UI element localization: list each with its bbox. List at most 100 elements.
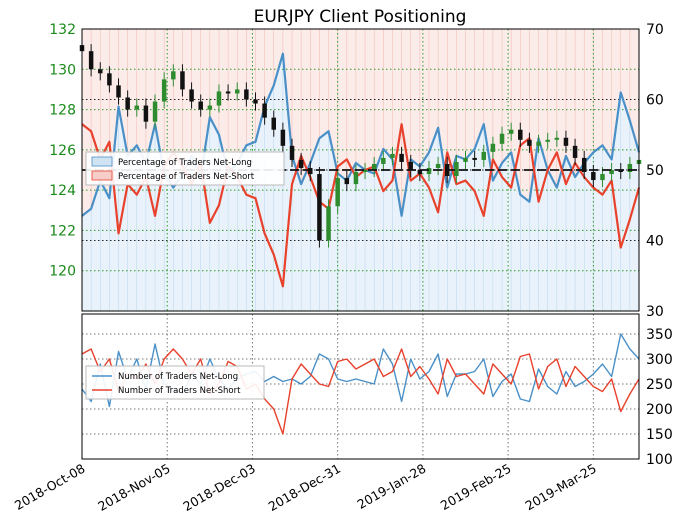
bottom-panel-frame bbox=[81, 313, 640, 460]
price-candle-body bbox=[390, 153, 395, 158]
date-tick-label: 2018-Nov-05 bbox=[95, 461, 172, 514]
price-candle-body bbox=[125, 97, 130, 110]
price-candle-body bbox=[88, 51, 94, 70]
price-candle-body bbox=[499, 133, 505, 144]
price-candle-body bbox=[527, 139, 532, 146]
date-tick-label: 2019-Mar-25 bbox=[522, 461, 598, 514]
price-candle-body bbox=[98, 69, 103, 74]
top-panel: 132 130 128 126 124 122 120 70 60 50 40 30 Percent… bbox=[49, 22, 664, 320]
price-candle-body bbox=[180, 71, 185, 90]
net-long-area bbox=[82, 53, 639, 312]
price-candle-body bbox=[362, 170, 368, 173]
top-legend: Percentage of Traders Net-Long Percentag… bbox=[85, 151, 285, 186]
price-candle-body bbox=[463, 157, 468, 162]
net-short-count-line bbox=[81, 348, 640, 435]
top-legend-net-long-label: Percentage of Traders Net-Long bbox=[118, 158, 252, 168]
price-candle-body bbox=[280, 129, 286, 146]
count-axis: 350 300 250 200 150 100 bbox=[646, 327, 673, 468]
bottom-legend-net-long-label: Number of Traders Net-Long bbox=[118, 372, 238, 382]
price-tick-label: 124 bbox=[49, 183, 76, 199]
price-candle-body bbox=[326, 206, 331, 241]
price-candle-body bbox=[563, 137, 569, 146]
price-candle-body bbox=[399, 153, 404, 162]
price-candle-body bbox=[152, 101, 158, 122]
price-candle-body bbox=[244, 89, 249, 100]
price-tick-label: 122 bbox=[49, 223, 76, 239]
bottom-legend: Number of Traders Net-Long Number of Tra… bbox=[85, 365, 265, 400]
price-candle-body bbox=[609, 170, 614, 175]
price-candle-body bbox=[253, 99, 258, 104]
price-candle-body bbox=[262, 103, 267, 118]
percentage-tick-label: 50 bbox=[646, 163, 664, 179]
price-candle-body bbox=[289, 145, 295, 160]
percentage-tick-label: 70 bbox=[646, 22, 664, 38]
price-candle-body bbox=[472, 157, 477, 160]
price-candle-body bbox=[536, 141, 541, 146]
bottom-panel: 350 300 250 200 150 100 Number of Traders Net… bbox=[81, 313, 673, 468]
count-tick-label: 250 bbox=[646, 377, 673, 393]
price-candle-body bbox=[308, 167, 313, 175]
price-candle-body bbox=[417, 170, 423, 175]
price-candle-body bbox=[344, 178, 350, 185]
price-candles bbox=[79, 38, 642, 248]
price-candle-body bbox=[107, 73, 112, 86]
price-candle-body bbox=[408, 161, 413, 170]
count-tick-label: 300 bbox=[646, 352, 673, 368]
date-tick-label: 2018-Dec-31 bbox=[266, 461, 344, 514]
top-panel-frame bbox=[81, 28, 640, 312]
price-candle-body bbox=[508, 129, 514, 134]
price-candle-body bbox=[600, 174, 605, 181]
count-tick-label: 350 bbox=[646, 327, 673, 343]
count-tick-label: 200 bbox=[646, 402, 673, 418]
price-candle-body bbox=[435, 163, 441, 168]
date-tick-label: 2018-Dec-03 bbox=[180, 461, 258, 514]
price-candle-body bbox=[216, 91, 222, 106]
price-candle-body bbox=[116, 85, 121, 98]
net-short-area bbox=[82, 29, 639, 216]
price-candle-body bbox=[161, 79, 167, 102]
price-candle-body bbox=[426, 167, 432, 175]
price-candle-body bbox=[454, 161, 459, 177]
price-tick-label: 128 bbox=[49, 103, 76, 119]
price-candle-body bbox=[627, 163, 633, 173]
price-candle-body bbox=[225, 91, 231, 94]
bottom-legend-box bbox=[85, 365, 265, 400]
price-candle-body bbox=[591, 172, 596, 181]
net-short-swatch bbox=[91, 170, 113, 181]
price-candle-body bbox=[171, 71, 176, 80]
price-candle-body bbox=[618, 170, 623, 173]
price-candle-body bbox=[481, 151, 487, 160]
percentage-fill-area bbox=[81, 29, 640, 312]
date-tick-label: 2019-Feb-25 bbox=[438, 461, 514, 513]
price-candle-body bbox=[490, 143, 496, 152]
price-tick-label: 126 bbox=[49, 143, 76, 159]
top-legend-box bbox=[85, 151, 285, 186]
price-candle-body bbox=[371, 163, 377, 170]
price-candle-body bbox=[198, 101, 203, 110]
top-legend-net-short-label: Percentage of Traders Net-Short bbox=[118, 172, 255, 182]
date-axis: 2018-Oct-08 2018-Nov-05 2018-Dec-03 2018-De… bbox=[12, 461, 599, 514]
percentage-axis: 70 60 50 40 30 bbox=[646, 22, 664, 320]
price-candle-body bbox=[581, 157, 587, 173]
date-tick-label: 2018-Oct-08 bbox=[12, 461, 88, 513]
price-candle-body bbox=[335, 178, 340, 207]
percentage-tick-label: 60 bbox=[646, 93, 664, 109]
price-tick-label: 130 bbox=[49, 62, 76, 78]
price-tick-label: 120 bbox=[49, 264, 76, 280]
bottom-legend-net-short-label: Number of Traders Net-Short bbox=[118, 386, 241, 396]
price-candle-body bbox=[572, 145, 578, 158]
net-long-swatch bbox=[91, 156, 113, 167]
date-tick-label: 2019-Jan-28 bbox=[354, 461, 428, 512]
price-candle-body bbox=[554, 137, 560, 140]
price-candle-body bbox=[189, 89, 194, 102]
price-candle-body bbox=[134, 105, 140, 110]
price-candle-body bbox=[271, 117, 277, 130]
price-candle-body bbox=[234, 89, 240, 94]
percentage-tick-label: 40 bbox=[646, 234, 664, 250]
price-tick-label: 132 bbox=[49, 22, 76, 38]
price-candle-body bbox=[353, 172, 359, 185]
percentage-tick-label: 30 bbox=[646, 304, 664, 320]
price-candle-body bbox=[518, 129, 523, 140]
price-candle-body bbox=[381, 157, 386, 164]
